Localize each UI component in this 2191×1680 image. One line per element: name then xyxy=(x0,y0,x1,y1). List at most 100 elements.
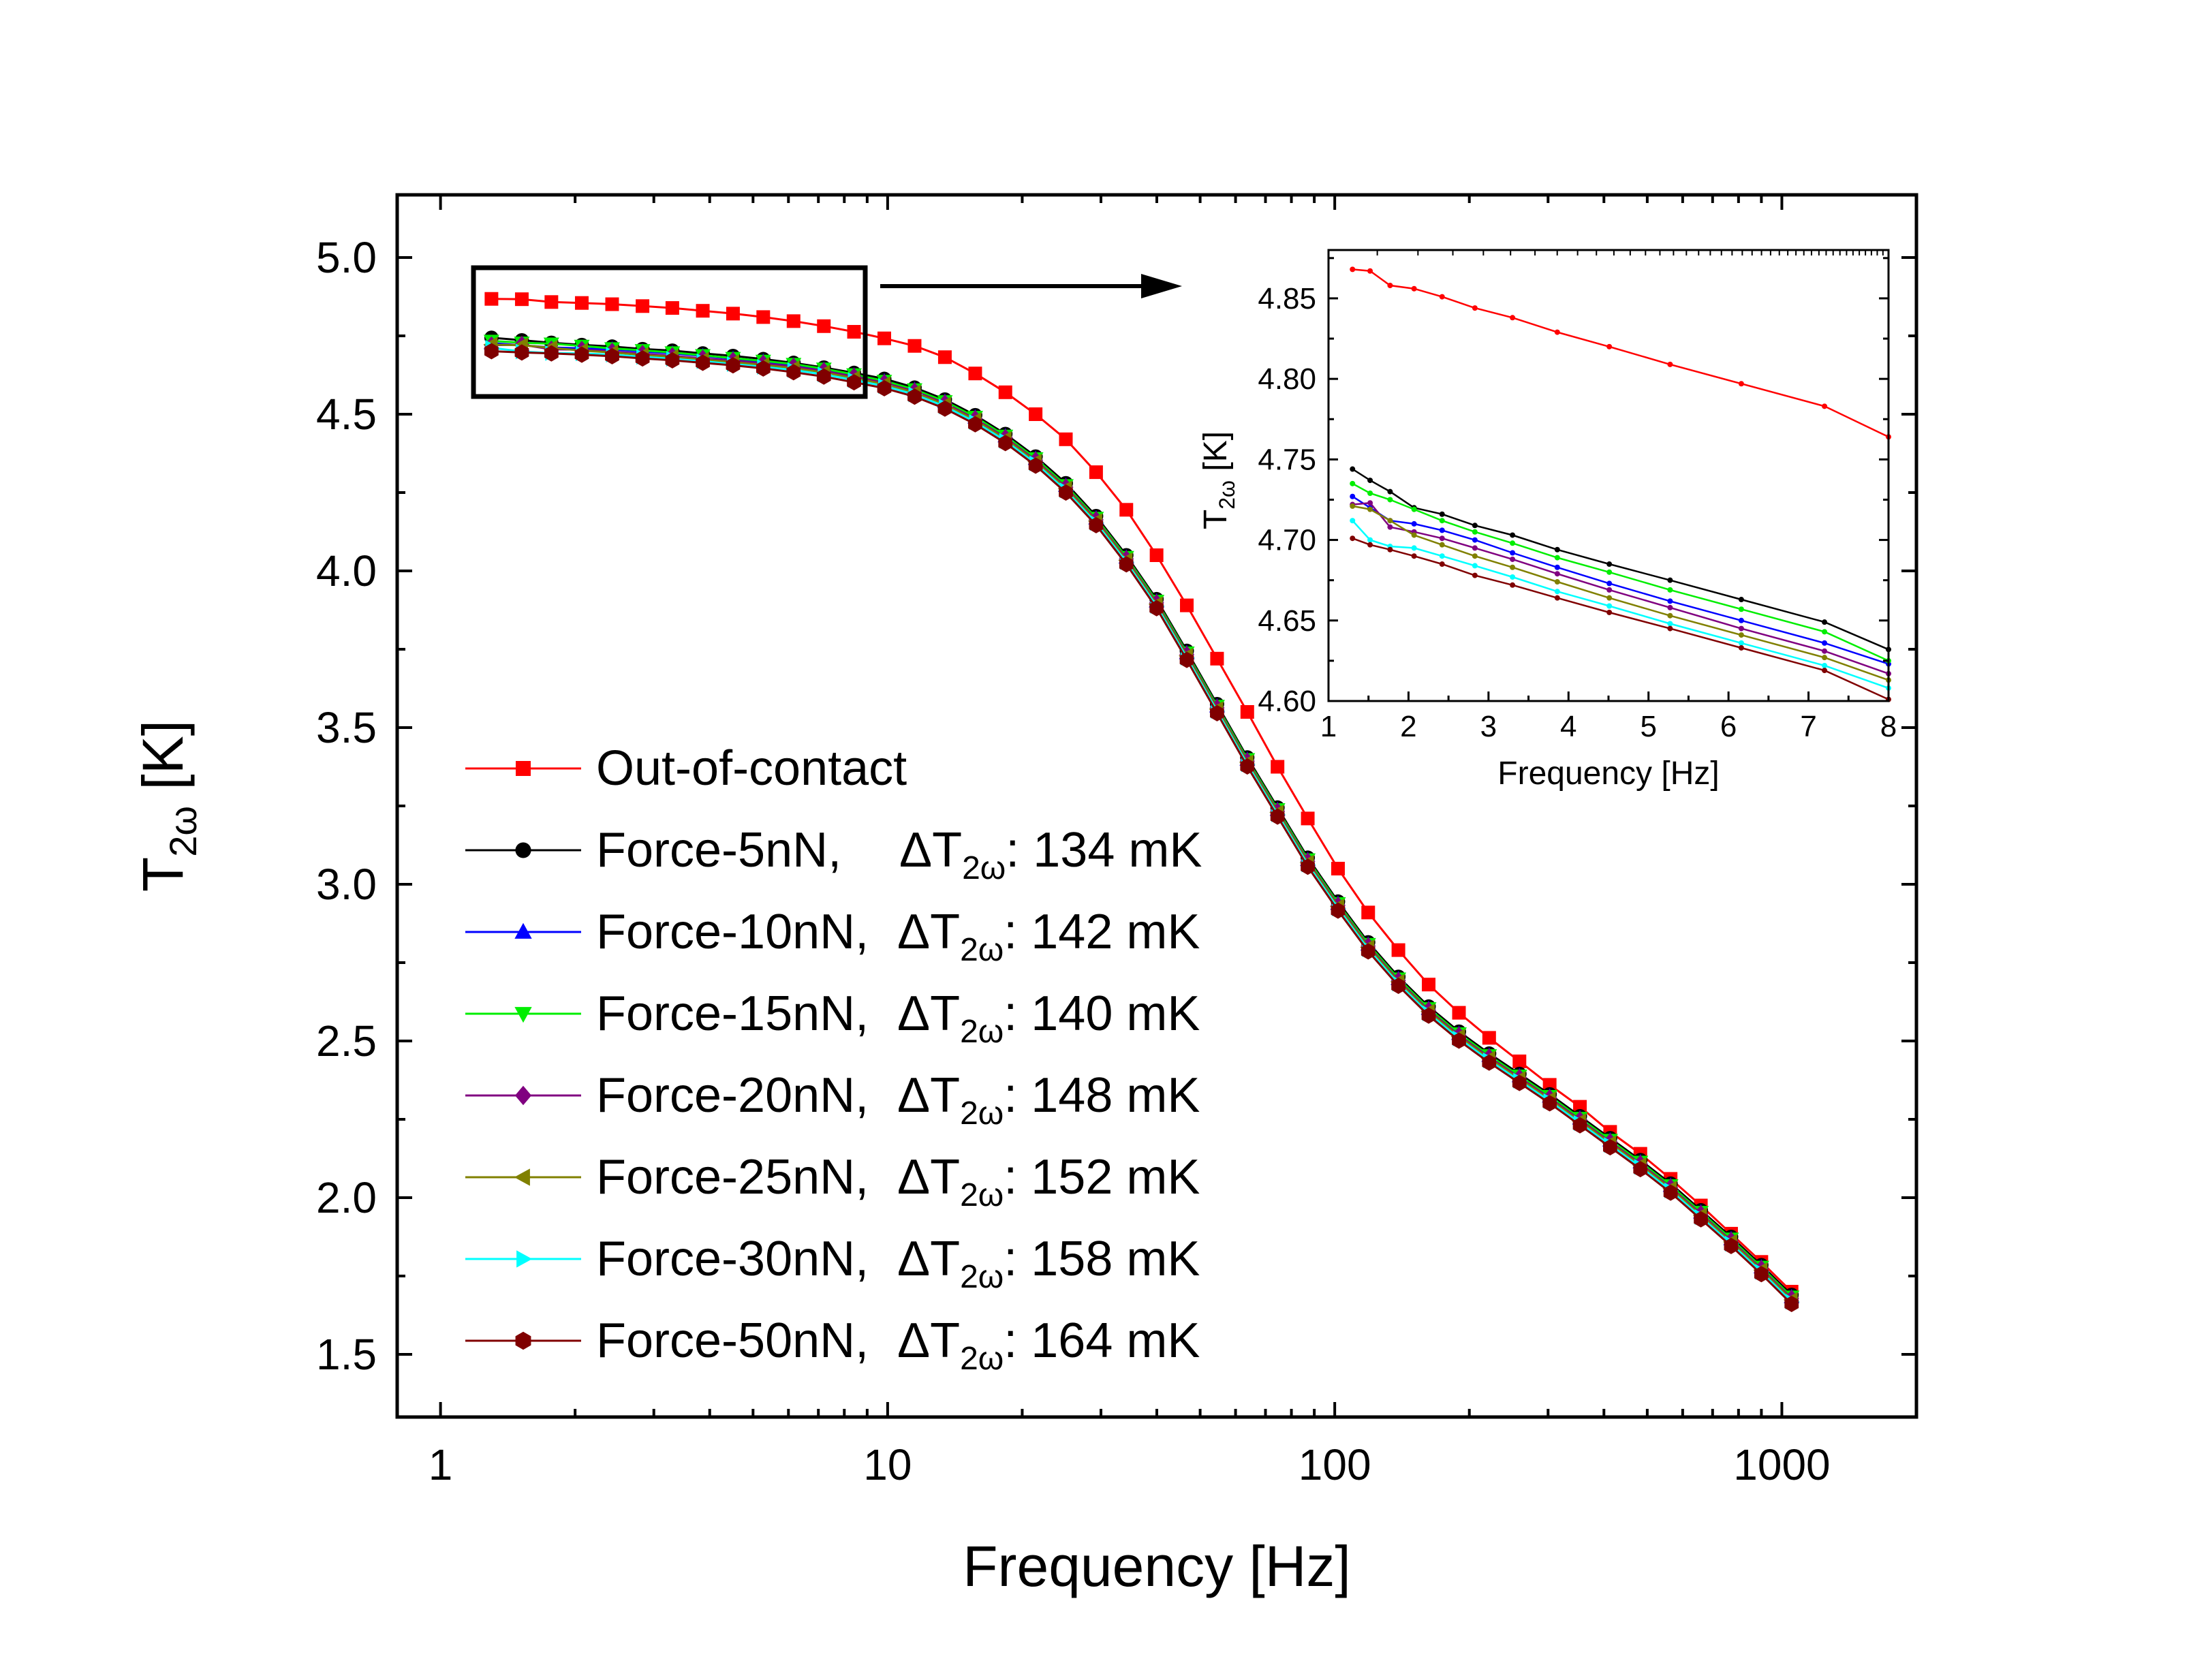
inset-data-point xyxy=(1439,294,1445,300)
inset-data-point xyxy=(1439,527,1445,533)
inset-data-point xyxy=(1350,535,1356,542)
data-point xyxy=(1421,1007,1436,1024)
inset-data-point xyxy=(1606,569,1613,575)
data-point xyxy=(817,319,831,333)
legend-marker xyxy=(516,1250,533,1268)
inset-y-tick-label: 4.70 xyxy=(1258,524,1316,557)
inset-data-point xyxy=(1350,266,1356,273)
data-point xyxy=(1210,651,1224,666)
inset-data-point xyxy=(1822,403,1828,409)
inset-background xyxy=(1328,250,1889,701)
inset-data-point xyxy=(1411,285,1417,292)
data-point xyxy=(1180,598,1194,612)
legend-delta-subscript: 2ω xyxy=(960,1341,1004,1377)
data-point xyxy=(605,347,619,364)
inset-data-point xyxy=(1472,563,1478,569)
data-point xyxy=(1482,1054,1497,1071)
data-point xyxy=(1784,1295,1799,1312)
zoom-arrow-head xyxy=(1141,274,1182,298)
inset-data-point xyxy=(1510,532,1516,538)
legend-series-name: Force-15nN, xyxy=(596,986,869,1041)
inset-data-point xyxy=(1367,537,1373,543)
y-tick-label: 4.0 xyxy=(316,546,377,595)
data-point xyxy=(635,350,650,367)
data-point xyxy=(1059,484,1073,501)
data-point xyxy=(1028,457,1043,474)
inset-data-point xyxy=(1667,625,1673,632)
inset-y-label-unit: [K] xyxy=(1198,431,1234,480)
inset-data-point xyxy=(1554,589,1560,595)
legend-delta-subscript: 2ω xyxy=(960,1259,1004,1295)
data-point xyxy=(847,325,861,339)
inset-series-force-25nn xyxy=(1350,503,1891,683)
inset-data-point xyxy=(1367,478,1373,484)
data-point xyxy=(1512,1054,1527,1068)
inset-data-point xyxy=(1439,518,1445,524)
inset-data-point xyxy=(1822,662,1828,668)
inset-y-tick-label: 4.60 xyxy=(1258,685,1316,718)
legend-delta-symbol: ΔT xyxy=(897,986,960,1041)
legend-label: Force-20nN, ΔT2ω: 148 mK xyxy=(596,1068,1200,1132)
inset-data-point xyxy=(1822,655,1828,661)
y-label-subscript: 2ω xyxy=(161,806,204,857)
legend-series-name: Out-of-contact xyxy=(596,741,907,796)
y-tick-label: 3.0 xyxy=(316,860,377,909)
data-point xyxy=(1391,978,1405,995)
legend-label: Force-25nN, ΔT2ω: 152 mK xyxy=(596,1150,1200,1213)
inset-data-point xyxy=(1510,582,1516,588)
inset-x-tick-label: 6 xyxy=(1720,710,1737,743)
inset-data-point xyxy=(1667,612,1673,619)
y-tick-label: 2.0 xyxy=(316,1173,377,1222)
legend-delta-symbol: ΔT xyxy=(897,1313,960,1368)
inset-data-point xyxy=(1606,603,1613,609)
legend-delta-subscript: 2ω xyxy=(962,850,1006,886)
inset-data-point xyxy=(1367,500,1373,506)
inset-data-point xyxy=(1472,529,1478,535)
inset-y-tick-label: 4.65 xyxy=(1258,604,1316,638)
data-point xyxy=(1482,1031,1496,1045)
data-point xyxy=(1452,1032,1466,1049)
inset-data-point xyxy=(1554,564,1560,570)
inset-y-label-subscript: 2ω xyxy=(1215,480,1239,510)
data-point xyxy=(1271,760,1285,774)
legend-label: Force-50nN, ΔT2ω: 164 mK xyxy=(596,1313,1200,1377)
inset-data-point xyxy=(1554,546,1560,553)
zoom-annotation xyxy=(471,265,1182,399)
inset-data-point xyxy=(1822,640,1828,646)
data-point xyxy=(1452,1006,1466,1020)
inset-data-point xyxy=(1350,518,1356,524)
data-point xyxy=(786,314,801,328)
legend-delta-value: : 142 mK xyxy=(1004,905,1200,959)
data-point xyxy=(1119,556,1134,573)
inset-data-point xyxy=(1822,629,1828,635)
inset-y-tick-label: 4.75 xyxy=(1258,443,1316,476)
inset-data-point xyxy=(1387,546,1393,553)
inset-data-point xyxy=(1411,553,1417,559)
inset-data-point xyxy=(1554,595,1560,601)
data-point xyxy=(756,360,771,377)
data-point xyxy=(786,364,801,381)
legend-item: Force-20nN, ΔT2ω: 148 mK xyxy=(465,1068,1200,1132)
inset-data-point xyxy=(1606,561,1613,567)
legend-delta-subscript: 2ω xyxy=(960,1095,1004,1132)
inset-data-point xyxy=(1822,619,1828,625)
y-tick-label: 2.5 xyxy=(316,1016,377,1065)
inset-data-point xyxy=(1350,503,1356,509)
legend-delta-value: : 158 mK xyxy=(1004,1232,1200,1286)
data-point xyxy=(907,388,922,405)
inset-data-point xyxy=(1738,606,1744,612)
inset-data-point xyxy=(1554,555,1560,561)
data-point xyxy=(605,297,619,311)
legend-label: Out-of-contact xyxy=(596,741,907,796)
legend-series-name: Force-10nN, xyxy=(596,905,869,959)
inset-data-point xyxy=(1411,532,1417,538)
data-point xyxy=(968,416,982,433)
inset-x-axis: 1 2 3 4 5 6 7 8 Frequency [Hz] xyxy=(1320,250,1897,792)
y-tick-label: 3.5 xyxy=(316,703,377,752)
legend-delta-value: : 134 mK xyxy=(1006,823,1202,877)
data-point xyxy=(1512,1074,1527,1091)
